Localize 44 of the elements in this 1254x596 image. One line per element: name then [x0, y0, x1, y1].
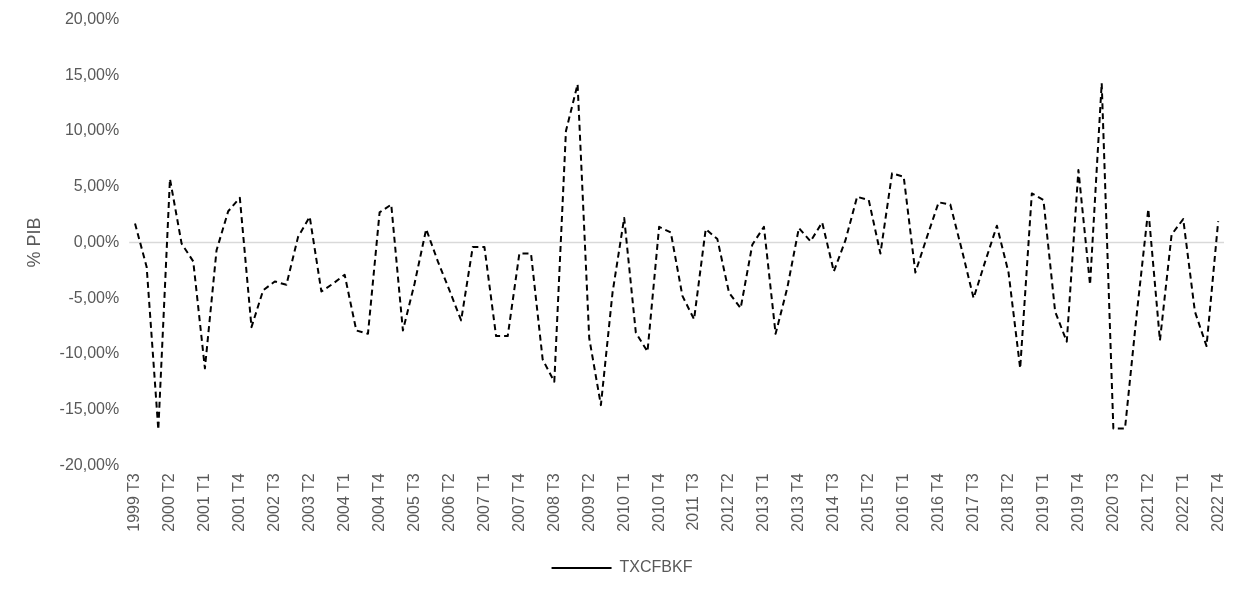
y-tick-label: -20,00% [59, 455, 120, 473]
y-tick-label: 5,00% [73, 177, 120, 195]
x-tick-label: 2004 T4 [370, 473, 388, 532]
y-axis-title: % PIB [23, 217, 44, 268]
x-tick-label: 2006 T2 [439, 473, 457, 532]
x-tick-label: 2022 T4 [1208, 473, 1226, 532]
x-tick-label: 2018 T2 [998, 473, 1016, 532]
x-tick-label: 2008 T3 [544, 473, 562, 532]
line-series [134, 82, 1220, 431]
x-tick-label: 2013 T4 [789, 473, 807, 532]
x-tick-label: 2017 T3 [964, 473, 981, 532]
x-tick-label: 2019 T1 [1033, 473, 1051, 532]
x-tick-label: 2012 T2 [719, 473, 737, 532]
x-tick-label: 2009 T2 [579, 473, 597, 532]
x-tick-label: 2010 T4 [649, 473, 667, 532]
y-tick-label: 20,00% [64, 10, 120, 28]
y-tick-label: 10,00% [64, 121, 120, 139]
x-tick-label: 2019 T4 [1068, 473, 1086, 532]
x-tick-label: 2005 T3 [404, 473, 422, 532]
x-tick-label: 2016 T1 [894, 473, 912, 532]
x-tick-label: 2004 T1 [335, 473, 353, 532]
y-tick-label: 15,00% [64, 65, 120, 83]
x-tick-label: 2002 T3 [265, 473, 283, 532]
y-tick-label: 0,00% [73, 232, 120, 250]
x-tick-label: 2010 T1 [614, 473, 632, 532]
x-tick-label: 2022 T1 [1173, 473, 1191, 532]
y-tick-label: -15,00% [59, 399, 120, 417]
x-tick-label: 2015 T2 [859, 473, 877, 532]
x-tick-label: 1999 T3 [125, 473, 143, 532]
x-tick-label: 2016 T4 [929, 473, 947, 532]
x-tick-label: 2011 T3 [684, 473, 702, 531]
x-tick-label: 2014 T3 [824, 473, 842, 532]
x-tick-label: 2020 T3 [1103, 473, 1121, 532]
x-tick-label: 2001 T1 [195, 473, 213, 532]
x-tick-label: 2007 T1 [474, 473, 492, 532]
x-tick-label: 2021 T2 [1138, 473, 1156, 532]
y-tick-label: -5,00% [68, 288, 120, 306]
x-tick-label: 2001 T4 [230, 473, 248, 532]
y-tick-label: -10,00% [59, 344, 120, 362]
x-tick-label: 2000 T2 [160, 473, 178, 532]
legend-label: TXCFBKF [619, 558, 693, 576]
x-tick-label: 2007 T4 [509, 473, 527, 532]
x-tick-label: 2013 T1 [754, 473, 772, 532]
x-tick-label: 2003 T2 [300, 473, 318, 532]
